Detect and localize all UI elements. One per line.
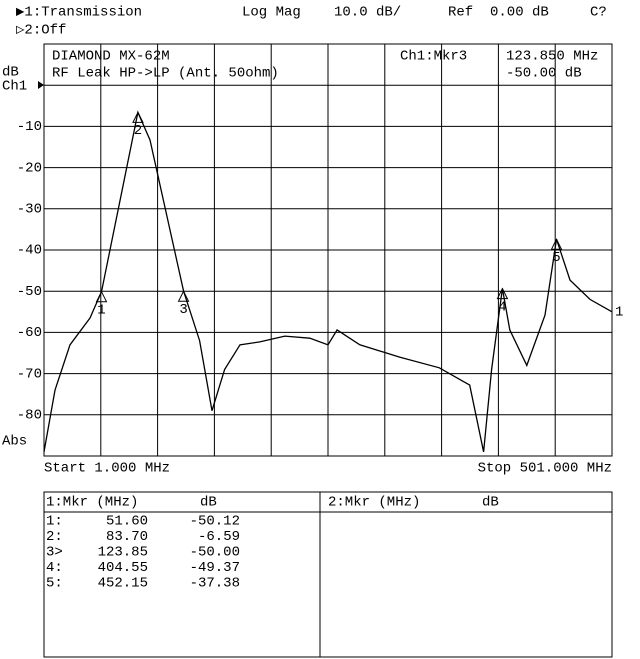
channel-label: Ch1 [2, 79, 27, 95]
info-text: RF Leak HP->LP (Ant. 50ohm) [52, 66, 279, 82]
table-cell: 404.55 [98, 560, 148, 576]
table-cell: 4: [46, 560, 63, 576]
table-cell: 1: [46, 514, 63, 530]
table-cell: -6.59 [198, 529, 240, 545]
info-text: DIAMOND MX-62M [52, 49, 170, 65]
marker-label: 2 [134, 123, 142, 139]
header-text: C? [590, 5, 607, 21]
marker [95, 290, 108, 303]
info-text: Ch1:Mkr3 [400, 49, 467, 65]
header-text: 10.0 dB/ [334, 5, 401, 21]
y-tick-label: -40 [17, 243, 42, 259]
start-label: Start 1.000 MHz [44, 461, 170, 477]
table-cell: 51.60 [106, 514, 148, 530]
header-text: 0.00 dB [490, 5, 549, 21]
info-text: 123.850 MHz [506, 49, 598, 65]
y-tick-label: -60 [17, 325, 42, 341]
header-text: ▶1:Transmission [16, 5, 142, 21]
y-tick-label: -30 [17, 202, 42, 218]
table-cell: 5: [46, 576, 63, 592]
table-cell: 452.15 [98, 576, 148, 592]
table-cell: 2: [46, 529, 63, 545]
trace-label: 1 [615, 305, 623, 321]
marker [177, 290, 190, 302]
table-cell: 3> [46, 545, 63, 561]
marker [496, 287, 509, 300]
table-frame [43, 491, 613, 658]
table-header: dB [482, 495, 499, 511]
marker [550, 238, 563, 250]
marker-label: 3 [179, 302, 187, 318]
format-label: Abs [2, 434, 27, 450]
y-tick-label: -70 [17, 366, 42, 382]
header-text: Log Mag [242, 5, 301, 21]
marker [132, 111, 144, 123]
trace [43, 110, 613, 453]
y-tick-label: -80 [17, 408, 42, 424]
table-cell: -50.12 [190, 514, 240, 530]
table-cell: -50.00 [190, 545, 240, 561]
table-cell: 83.70 [106, 529, 148, 545]
table-header: dB [200, 495, 217, 511]
table-cell: 123.85 [98, 545, 148, 561]
y-tick-label: -50 [17, 284, 42, 300]
y-tick-label: -20 [17, 160, 42, 176]
marker-label: 5 [552, 250, 560, 266]
channel-pointer [38, 81, 44, 89]
marker-label: 1 [97, 302, 105, 318]
table-header: 2:Mkr (MHz) [328, 495, 420, 511]
marker-label: 4 [498, 299, 506, 315]
header-text: ▷2:Off [16, 23, 66, 39]
stop-label: Stop 501.000 MHz [478, 461, 612, 477]
table-cell: -49.37 [190, 560, 240, 576]
y-unit: dB [2, 65, 19, 81]
y-tick-label: -10 [17, 119, 42, 135]
header-text: Ref [448, 5, 473, 21]
table-header: 1:Mkr (MHz) [46, 495, 138, 511]
table-cell: -37.38 [190, 576, 240, 592]
info-text: -50.00 dB [506, 66, 582, 82]
